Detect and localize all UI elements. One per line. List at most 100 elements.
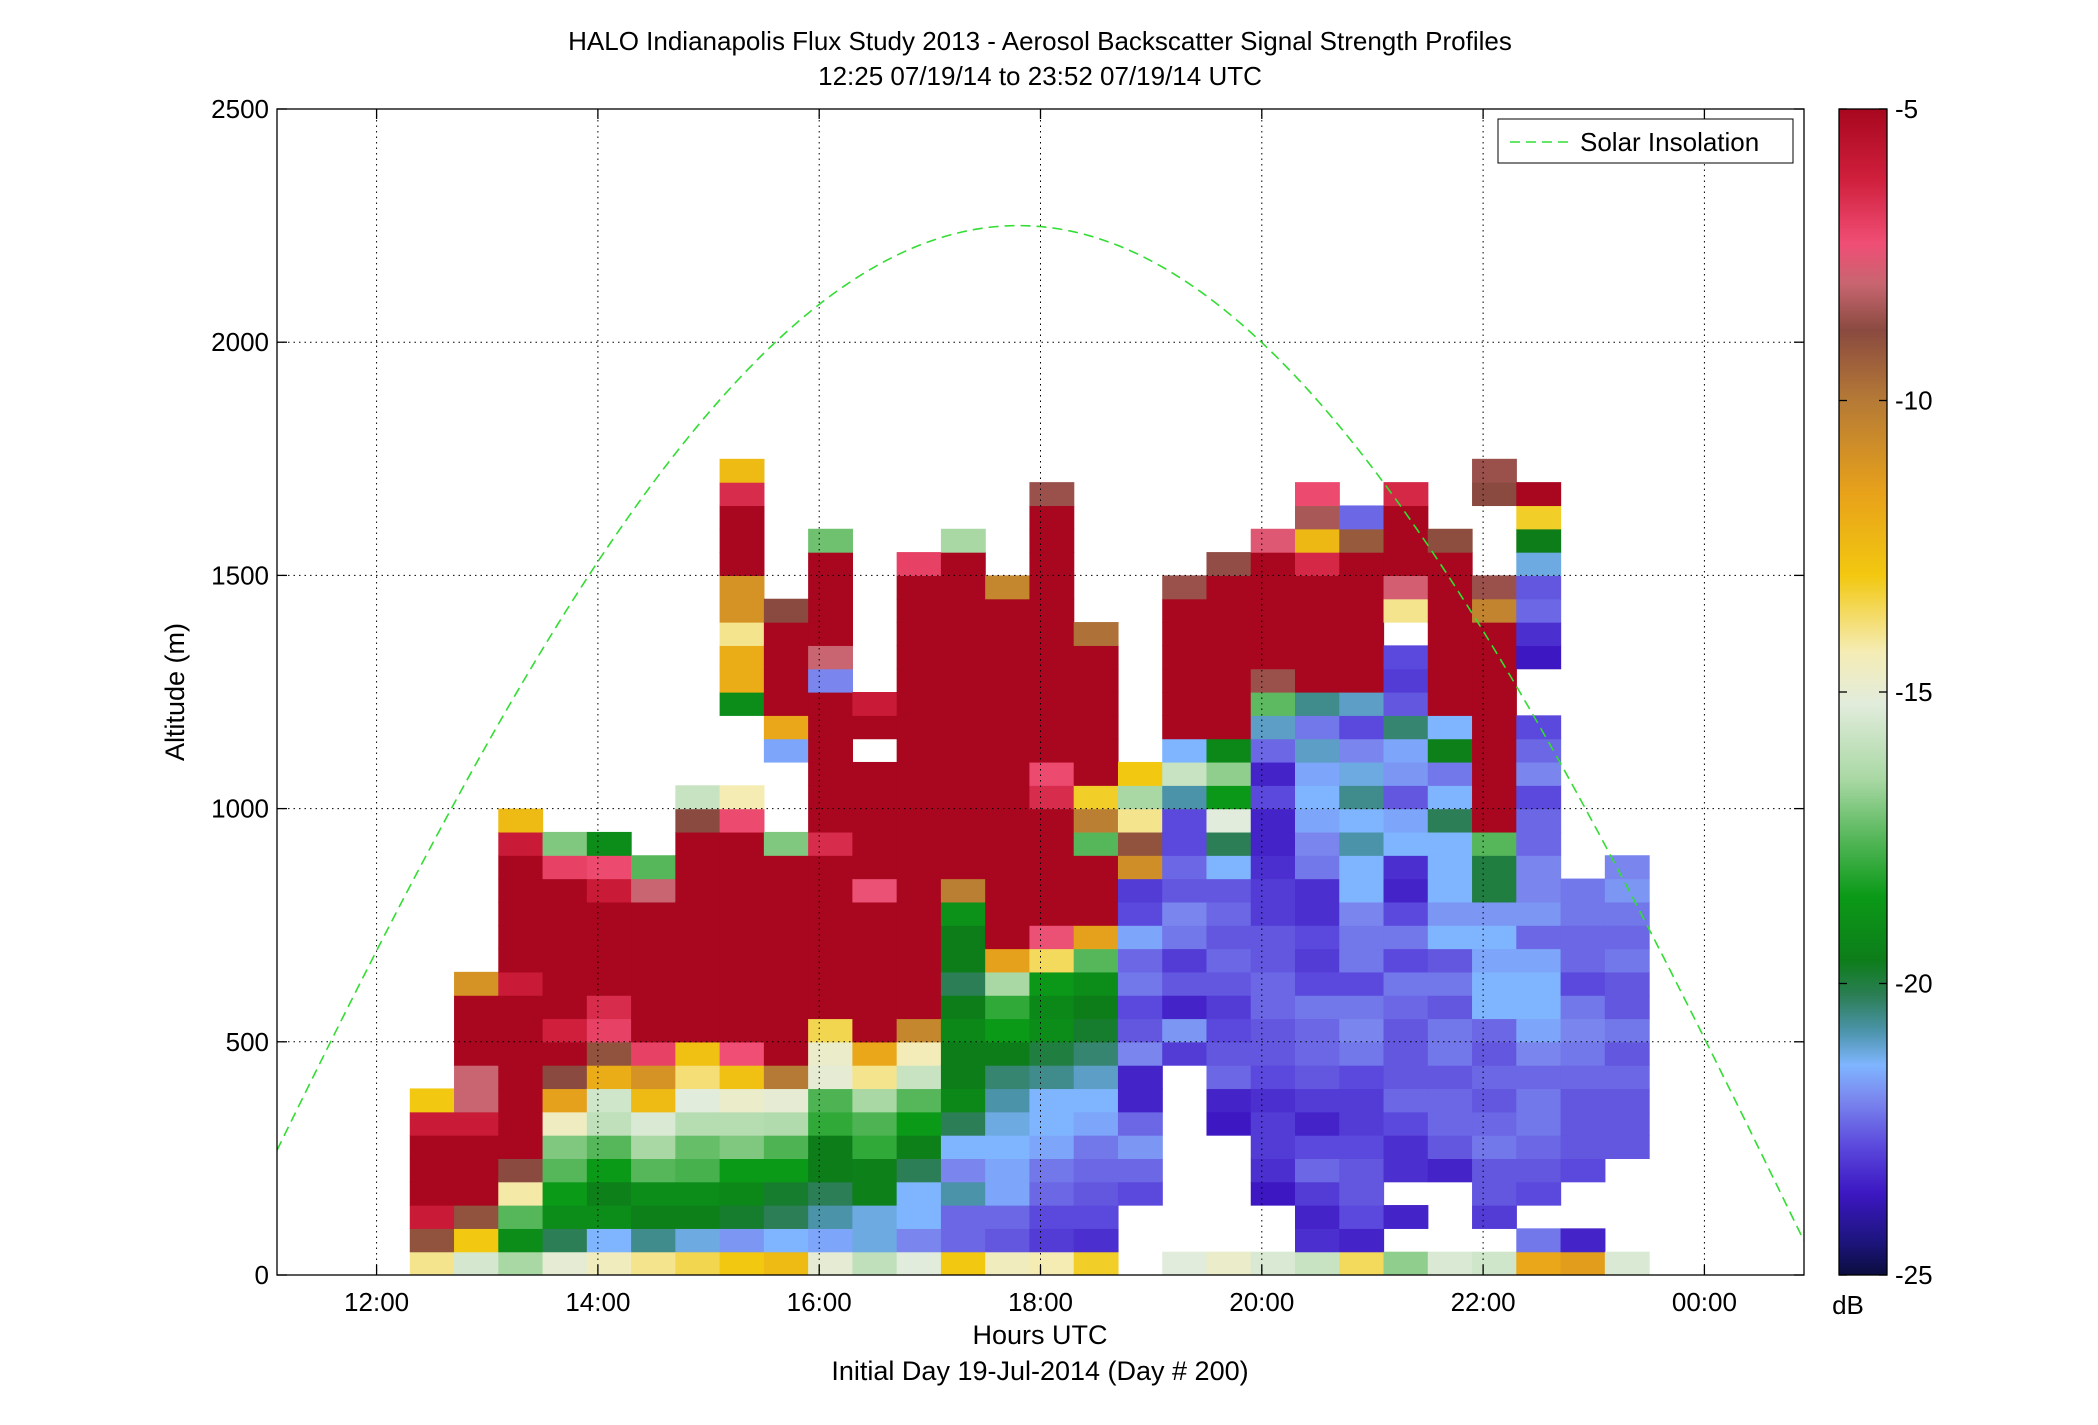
heatmap-cell <box>675 1205 721 1229</box>
heatmap-cell <box>1427 901 1473 926</box>
heatmap-cell <box>852 1158 898 1183</box>
heatmap-cell <box>852 1228 898 1253</box>
heatmap-cell <box>1250 645 1296 670</box>
heatmap-cell <box>542 855 588 880</box>
heatmap-cell <box>1117 855 1163 880</box>
heatmap-cell <box>719 668 765 693</box>
heatmap-cell <box>1472 645 1517 670</box>
heatmap-cell <box>454 1205 499 1229</box>
heatmap-cell <box>985 692 1031 716</box>
heatmap-cell <box>763 598 809 623</box>
heatmap-cell <box>1162 925 1208 950</box>
heatmap-cell <box>1383 528 1429 553</box>
heatmap-cell <box>1383 948 1429 973</box>
heatmap-cell <box>409 1135 455 1159</box>
heatmap-cell <box>631 1251 676 1275</box>
heatmap-cell <box>808 692 853 716</box>
heatmap-cell <box>719 971 765 996</box>
heatmap-cell <box>896 622 942 646</box>
heatmap-cell <box>985 761 1031 786</box>
heatmap-cell <box>1117 1111 1163 1136</box>
heatmap-cell <box>675 855 721 880</box>
heatmap-cell <box>1383 878 1429 903</box>
heatmap-cell <box>1029 1111 1075 1136</box>
heatmap-cell <box>719 645 765 670</box>
heatmap-cell <box>1295 1205 1340 1229</box>
heatmap-cell <box>1029 808 1075 833</box>
colorbar-ticks: -5 -10 -15 -20 -25 <box>1839 94 1933 1290</box>
heatmap-cell <box>631 995 676 1020</box>
heatmap-cell <box>1472 622 1517 646</box>
heatmap-cell <box>896 785 942 810</box>
heatmap-cell <box>1427 692 1473 716</box>
heatmap-cell <box>498 948 544 973</box>
heatmap-cell <box>1073 1041 1119 1066</box>
heatmap-cell <box>1250 1135 1296 1159</box>
heatmap-cell <box>985 1228 1031 1253</box>
heatmap-cell <box>1073 901 1119 926</box>
heatmap-cell <box>940 738 986 763</box>
heatmap-cell <box>763 831 809 856</box>
heatmap-cell <box>1250 622 1296 646</box>
heatmap-cell <box>1162 948 1208 973</box>
heatmap-cell <box>1604 971 1650 996</box>
heatmap-cell <box>852 1251 898 1275</box>
heatmap-cell <box>896 575 942 600</box>
heatmap-cell <box>1427 761 1473 786</box>
heatmap-cell <box>1206 552 1252 576</box>
heatmap-cell <box>1427 1158 1473 1183</box>
heatmap-cell <box>1604 855 1650 880</box>
heatmap-cell <box>586 1088 632 1113</box>
heatmap-cell <box>985 948 1031 973</box>
heatmap-cell <box>1339 552 1385 576</box>
heatmap-cell <box>985 901 1031 926</box>
heatmap-cell <box>1073 1158 1119 1183</box>
heatmap-cell <box>1162 575 1208 600</box>
heatmap-cell <box>1560 1158 1606 1183</box>
heatmap-cell <box>1560 1111 1606 1136</box>
heatmap-cell <box>1383 971 1429 996</box>
heatmap-cell <box>1560 1065 1606 1090</box>
heatmap-cell <box>454 1228 499 1253</box>
heatmap-cell <box>1162 761 1208 786</box>
heatmap-cell <box>1383 1088 1429 1113</box>
heatmap-cell <box>1250 971 1296 996</box>
heatmap-cell <box>1029 1158 1075 1183</box>
heatmap-cell <box>1206 761 1252 786</box>
heatmap-cell <box>1472 1135 1517 1159</box>
heatmap-cell <box>1162 622 1208 646</box>
heatmap-cell <box>1472 831 1517 856</box>
heatmap-cell <box>675 1158 721 1183</box>
heatmap-cell <box>985 831 1031 856</box>
heatmap-cell <box>1295 692 1340 716</box>
heatmap-cell <box>454 1088 499 1113</box>
heatmap-cell <box>1516 505 1562 530</box>
heatmap-cell <box>1516 598 1562 623</box>
heatmap-cell <box>1427 995 1473 1020</box>
heatmap-cell <box>1516 901 1562 926</box>
heatmap-cell <box>675 1228 721 1253</box>
heatmap-cell <box>1295 1065 1340 1090</box>
heatmap-cell <box>1516 552 1562 576</box>
heatmap-cell <box>675 1041 721 1066</box>
heatmap-cell <box>586 901 632 926</box>
heatmap-cell <box>940 1111 986 1136</box>
heatmap-cell <box>1206 995 1252 1020</box>
heatmap-cell <box>586 1111 632 1136</box>
heatmap-cell <box>1029 575 1075 600</box>
x-axis-label: Hours UTC <box>972 1320 1107 1350</box>
heatmap-cell <box>1029 738 1075 763</box>
heatmap-cell <box>1295 505 1340 530</box>
heatmap-cell <box>542 1135 588 1159</box>
heatmap-cells <box>409 458 1650 1275</box>
heatmap-cell <box>631 1065 676 1090</box>
heatmap-cell <box>940 901 986 926</box>
heatmap-cell <box>542 1228 588 1253</box>
heatmap-cell <box>1117 1135 1163 1159</box>
heatmap-cell <box>985 925 1031 950</box>
heatmap-cell <box>940 925 986 950</box>
heatmap-cell <box>1383 1158 1429 1183</box>
heatmap-cell <box>1516 1018 1562 1043</box>
heatmap-cell <box>985 995 1031 1020</box>
heatmap-cell <box>1029 1135 1075 1159</box>
